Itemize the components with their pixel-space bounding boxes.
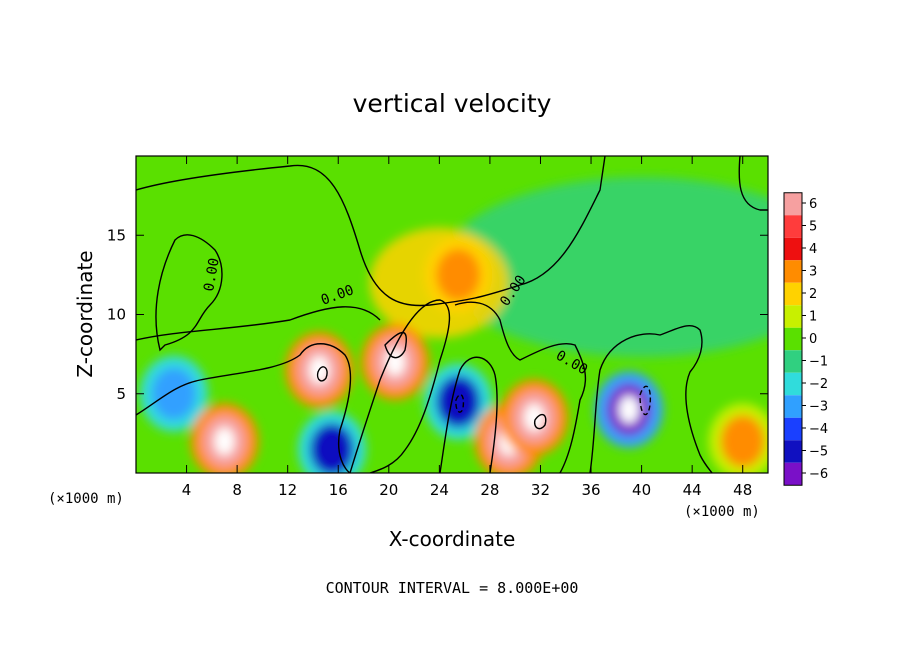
- x-tick-label: 12: [278, 481, 297, 499]
- colorbar-label: −3: [809, 400, 828, 415]
- colorbar-label: −5: [809, 445, 828, 460]
- y-tick-label: 5: [116, 385, 126, 403]
- colorbar-label: −2: [809, 377, 828, 392]
- x-tick-label: 8: [232, 481, 242, 499]
- field-band: [441, 176, 768, 357]
- colorbar-label: 4: [809, 242, 817, 257]
- contour-line: [454, 301, 587, 473]
- x-tick-label: 40: [632, 481, 651, 499]
- velocity-cell: [297, 411, 366, 473]
- contour-line: [136, 156, 606, 307]
- x-unit-left: (×1000 m): [48, 491, 124, 507]
- contour-interval-note: CONTOUR INTERVAL = 8.000E+00: [326, 579, 579, 597]
- velocity-cell: [424, 363, 493, 440]
- colorbar-swatch: [784, 215, 802, 238]
- contour-line: [455, 394, 465, 413]
- colorbar-swatch: [784, 305, 802, 328]
- velocity-cell: [424, 236, 493, 313]
- x-tick-label: 36: [581, 481, 600, 499]
- colorbar-swatch: [784, 395, 802, 418]
- velocity-cell: [139, 355, 208, 432]
- chart-title: vertical velocity: [353, 89, 552, 118]
- colorbar-swatch: [784, 327, 802, 351]
- colorbar-swatch: [784, 372, 802, 396]
- contour-line: [316, 366, 328, 382]
- x-tick-label: 44: [683, 481, 702, 499]
- colorbar-swatch: [784, 282, 802, 306]
- colorbar-swatch: [784, 237, 802, 261]
- y-tick-label: 15: [107, 226, 126, 244]
- x-tick-label: 20: [379, 481, 398, 499]
- colorbar-swatch: [784, 462, 802, 486]
- colorbar-label: 3: [809, 265, 817, 280]
- x-axis-label: X-coordinate: [389, 527, 516, 551]
- contour-line: [738, 156, 768, 211]
- velocity-cell: [361, 324, 430, 401]
- contour-line: [589, 325, 713, 473]
- x-tick-label: 48: [733, 481, 752, 499]
- x-axis: 4 8 12 16 20 24 28 32 36 40 44 48: [182, 156, 752, 499]
- contour-line: [384, 331, 407, 359]
- colorbar-label: 2: [809, 287, 817, 302]
- contour-line: [155, 234, 223, 352]
- contour-line: [439, 356, 498, 473]
- colorbar-frame: [783, 192, 803, 486]
- colorbar-swatch: [784, 350, 802, 373]
- contour-line: [136, 306, 381, 341]
- x-tick-label: 24: [430, 481, 449, 499]
- y-axis-label: Z-coordinate: [73, 250, 97, 377]
- colorbar-swatch: [784, 417, 802, 441]
- contour-label: 0.00: [201, 257, 223, 293]
- plot-area: 0.00 0.00 0.00 0.00: [136, 156, 768, 473]
- y-tick-label: 10: [107, 306, 126, 324]
- y-axis: 5 10 15: [107, 226, 768, 403]
- x-tick-label: 32: [531, 481, 550, 499]
- colorbar-label: −6: [809, 467, 828, 482]
- colorbar-label: −4: [809, 422, 828, 437]
- x-tick-label: 16: [329, 481, 348, 499]
- colorbar-label: −1: [809, 355, 828, 370]
- zero-contours: [136, 156, 768, 473]
- x-unit-right: (×1000 m): [684, 504, 760, 520]
- colorbar-label: 6: [809, 197, 817, 212]
- velocity-cell: [190, 403, 259, 473]
- colorbar-label: 1: [809, 310, 817, 325]
- velocity-cell: [500, 379, 569, 456]
- contour-line: [136, 343, 352, 473]
- colorbar-label: 5: [809, 220, 817, 235]
- colorbar-swatch: [784, 260, 802, 283]
- velocity-cell: [594, 371, 663, 448]
- x-tick-label: 4: [182, 481, 192, 499]
- contour-line: [349, 299, 451, 473]
- x-tick-label: 28: [480, 481, 499, 499]
- velocity-field: [139, 176, 768, 473]
- colorbar-label: 0: [809, 332, 817, 347]
- colorbar: 6 5 4 3 2 1 0 −1 −2 −3 −4 −5 −6: [783, 192, 828, 486]
- contour-line: [639, 385, 652, 416]
- colorbar-swatch: [784, 440, 802, 463]
- colorbar-swatch: [784, 192, 802, 216]
- contour-line: [533, 413, 547, 430]
- velocity-cell: [708, 403, 768, 473]
